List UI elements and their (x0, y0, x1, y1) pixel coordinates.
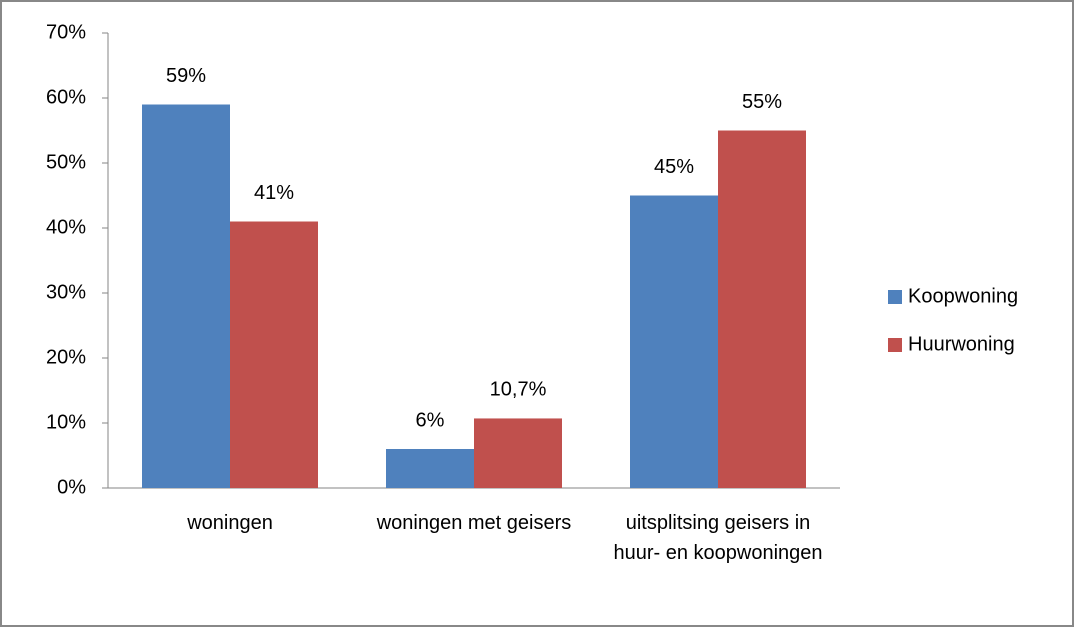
y-tick-label: 10% (46, 411, 86, 433)
data-label: 41% (254, 182, 294, 204)
bar (718, 130, 806, 488)
y-tick-label: 70% (46, 21, 86, 43)
data-label: 6% (416, 409, 445, 431)
y-tick-label: 50% (46, 151, 86, 173)
data-label: 45% (654, 156, 694, 178)
x-tick-label: woningen (187, 512, 273, 534)
y-tick-label: 0% (57, 476, 86, 498)
y-tick-label: 30% (46, 281, 86, 303)
x-tick-label: uitsplitsing geisers in huur- en koopwon… (613, 512, 823, 564)
y-tick-label: 20% (46, 346, 86, 368)
legend-label: Huurwoning (908, 333, 1015, 355)
y-tick-label: 40% (46, 216, 86, 238)
data-label: 55% (742, 91, 782, 113)
bar (230, 221, 318, 488)
data-label: 10,7% (490, 379, 547, 401)
bar (474, 418, 562, 488)
y-tick-label: 60% (46, 86, 86, 108)
legend-label: Koopwoning (908, 285, 1018, 307)
legend-swatch (888, 290, 902, 304)
data-label: 59% (166, 65, 206, 87)
bar (386, 449, 474, 488)
bar (142, 104, 230, 488)
bar (630, 195, 718, 488)
legend-swatch (888, 338, 902, 352)
x-tick-label: woningen met geisers (376, 512, 572, 534)
